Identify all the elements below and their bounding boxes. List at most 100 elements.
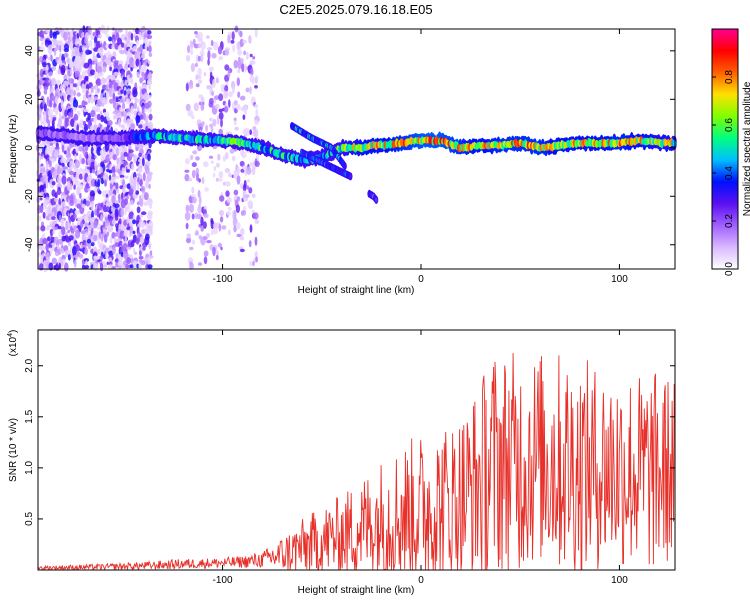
heatmap-noise-cell — [206, 240, 212, 244]
heatmap-noise-cell — [38, 215, 42, 222]
snr-panel: -100 0 100 0.5 1.0 1.5 2.0 Height of straight… — [7, 329, 676, 596]
heatmap-noise-cell — [63, 52, 69, 58]
heatmap-noise-cell — [252, 56, 256, 60]
heatmap-noise-cell — [139, 250, 142, 257]
heatmap-noise-cell — [142, 157, 145, 167]
heatmap-noise-cell — [248, 35, 252, 44]
colorbar: 0.0 0.2 0.4 0.6 0.8 Normalized spectral ampl… — [711, 28, 750, 276]
heatmap-noise-cell — [95, 165, 98, 171]
heatmap-noise-cell — [104, 179, 107, 187]
heatmap-noise-cell — [105, 84, 109, 91]
snr-y-scale: (x104) — [7, 330, 19, 357]
heatmap-noise-cell — [190, 41, 194, 50]
y-tick-label: 1.0 — [24, 460, 35, 474]
heatmap-noise-cell — [81, 157, 85, 165]
heatmap-noise-cell — [84, 185, 89, 193]
heatmap-noise-cell — [147, 198, 153, 206]
heatmap-noise-cell — [148, 107, 153, 113]
y-tick-label: 1.5 — [24, 409, 35, 423]
heatmap-noise-cell — [212, 78, 216, 89]
heatmap-noise-cell — [79, 65, 82, 73]
heatmap-noise-cell — [75, 145, 79, 154]
heatmap-noise-cell — [254, 104, 259, 109]
heatmap-noise-cell — [118, 82, 122, 87]
heatmap-noise-cell — [246, 166, 252, 175]
heatmap-noise-cell — [69, 160, 75, 170]
heatmap-noise-cell — [119, 174, 125, 179]
heatmap-noise-cell — [224, 64, 230, 71]
heatmap-noise-cell — [136, 39, 139, 46]
heatmap-noise-cell — [127, 204, 131, 213]
heatmap-noise-cell — [203, 213, 209, 219]
heatmap-noise-cell — [251, 210, 255, 214]
heatmap-noise-cell — [51, 77, 57, 86]
heatmap-noise-cell — [68, 63, 75, 69]
heatmap-noise-cell — [219, 209, 224, 217]
heatmap-noise-cell — [216, 162, 220, 168]
spectrogram-y-label: Frequency (Hz) — [8, 115, 19, 184]
heatmap-noise-cell — [137, 184, 140, 191]
heatmap-noise-cell — [109, 89, 113, 98]
heatmap-noise-cell — [118, 265, 122, 269]
heatmap-noise-cell — [236, 175, 241, 185]
x-tick-label: -100 — [213, 575, 233, 586]
spectrogram-frame — [37, 28, 676, 270]
heatmap-noise-cell — [147, 153, 151, 162]
heatmap-noise-cell — [239, 248, 245, 253]
heatmap-noise-cell — [189, 85, 194, 89]
heatmap-noise-cell — [210, 126, 214, 133]
heatmap-noise-cell — [217, 153, 221, 161]
heatmap-noise-cell — [100, 115, 105, 123]
heatmap-noise-cell — [246, 179, 251, 183]
colorbar-tick-label: 0.4 — [724, 166, 735, 180]
heatmap-noise-cell — [124, 175, 129, 179]
heatmap-noise-cell — [105, 154, 111, 163]
heatmap-noise-cell — [89, 196, 95, 202]
heatmap-noise-cell — [54, 46, 61, 51]
heatmap-noise-cell — [93, 220, 98, 229]
heatmap-noise-cell — [147, 213, 153, 220]
heatmap-noise-cell — [198, 195, 202, 205]
heatmap-noise-cell — [41, 139, 47, 146]
heatmap-noise-cell — [85, 90, 90, 99]
heatmap-noise-cell — [220, 246, 223, 251]
heatmap-noise-cell — [148, 113, 153, 121]
heatmap-noise-cell — [197, 205, 203, 214]
heatmap-noise-cell — [49, 142, 54, 146]
heatmap-noise-cell — [78, 40, 82, 46]
heatmap-noise-cell — [90, 97, 94, 104]
heatmap-noise-cell — [75, 85, 80, 92]
heatmap-noise-cell — [112, 154, 117, 161]
colorbar-tick-label: 0.6 — [724, 118, 735, 132]
heatmap-noise-cell — [226, 210, 231, 216]
heatmap-noise-cell — [78, 146, 84, 152]
heatmap-noise-cell — [213, 166, 217, 171]
heatmap-noise-cell — [139, 31, 142, 41]
heatmap-noise-cell — [123, 90, 127, 96]
heatmap-noise-cell — [42, 203, 48, 210]
heatmap-noise-cell — [51, 87, 55, 93]
heatmap-noise-cell — [117, 259, 123, 268]
heatmap-noise-cell — [38, 56, 44, 62]
heatmap-noise-cell — [249, 53, 253, 58]
heatmap-noise-cell — [94, 108, 99, 113]
heatmap-noise-cell — [190, 194, 196, 198]
heatmap-noise-cell — [191, 114, 195, 120]
heatmap-noise-cell — [129, 149, 134, 153]
heatmap-noise-cell — [51, 216, 56, 221]
heatmap-noise-cell — [144, 37, 149, 44]
heatmap-noise-cell — [92, 60, 95, 65]
heatmap-noise-cell — [61, 175, 67, 185]
heatmap-noise-cell — [249, 129, 252, 136]
heatmap-noise-cell — [84, 258, 89, 263]
heatmap-noise-cell — [236, 166, 240, 176]
y-tick-label: -40 — [24, 237, 35, 252]
heatmap-noise-cell — [233, 59, 239, 69]
heatmap-noise-cell — [95, 78, 102, 86]
heatmap-noise-cell — [69, 170, 75, 176]
heatmap-noise-cell — [242, 39, 247, 44]
snr-y-axis: 0.5 1.0 1.5 2.0 — [24, 358, 675, 526]
heatmap-noise-cell — [42, 233, 46, 237]
heatmap-noise-cell — [147, 256, 151, 266]
heatmap-noise-cell — [239, 235, 245, 241]
